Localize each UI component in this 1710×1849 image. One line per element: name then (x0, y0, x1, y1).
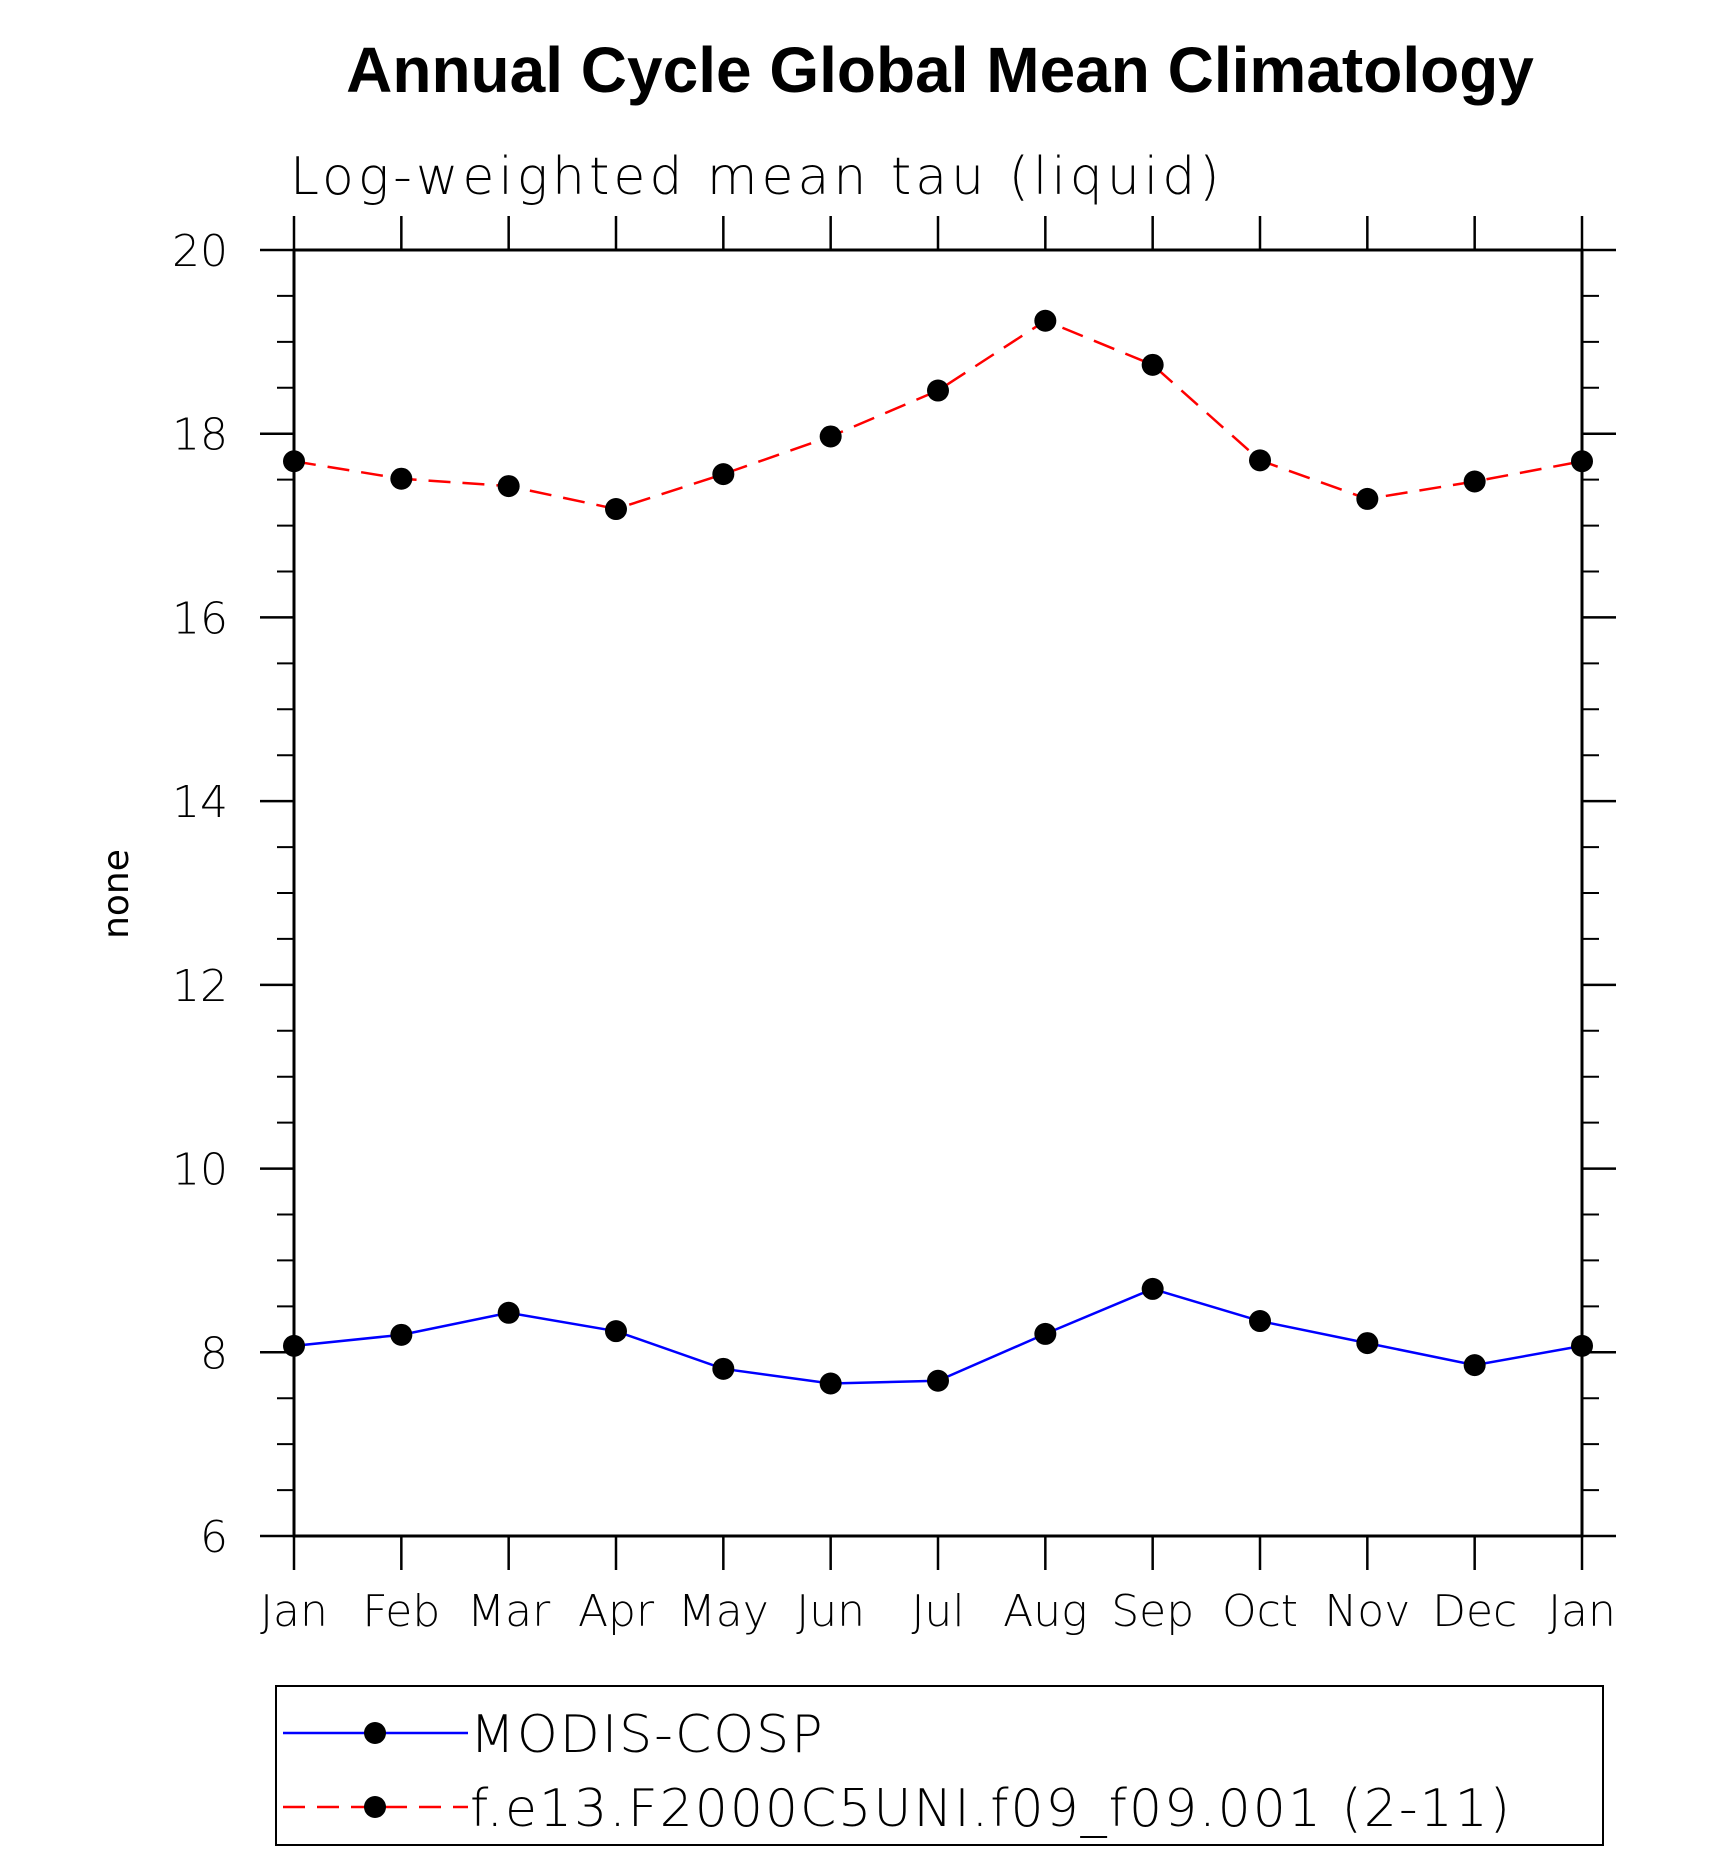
series-0-point (1463, 1354, 1486, 1377)
x-tick-label: Jan (260, 1586, 328, 1637)
chart-title: Annual Cycle Global Mean Climatology (346, 34, 1534, 106)
legend-label-modis: MODIS-COSP (470, 1705, 825, 1765)
series-0-point (605, 1320, 627, 1343)
series-1-point (1141, 353, 1164, 376)
series-1-point (1356, 487, 1379, 510)
x-tick-label: Nov (1324, 1586, 1410, 1637)
series-0-point (497, 1301, 520, 1324)
series-1-point (1463, 470, 1486, 493)
series-1-point (497, 475, 520, 498)
series-1-point (283, 450, 305, 473)
x-tick-label: Jul (911, 1586, 964, 1637)
series-0-point (1571, 1334, 1593, 1357)
x-tick-label: Jun (796, 1586, 865, 1637)
series-line-1 (293, 319, 1583, 511)
series-1-point (1249, 449, 1271, 472)
y-axis-ticks: 6 8 10 12 14 16 18 20 (172, 226, 1616, 1563)
x-tick-label: Apr (578, 1586, 655, 1637)
series-line-0 (293, 1287, 1583, 1385)
x-tick-label: Jan (1548, 1586, 1616, 1637)
series-1-point (819, 425, 842, 448)
series-0-point (1356, 1332, 1379, 1355)
legend-marker-modis (364, 1722, 386, 1744)
plot-frame (292, 248, 1584, 1538)
legend-label-model: f.e13.F2000C5UNI.f09_f09.001 (2-11) (470, 1779, 1512, 1839)
series-1-point (390, 467, 413, 490)
x-tick-label: Sep (1111, 1586, 1194, 1637)
series-0-point (1141, 1277, 1164, 1300)
x-tick-label: Aug (1003, 1586, 1087, 1637)
y-tick-label: 8 (200, 1328, 228, 1379)
y-tick-label: 20 (172, 226, 228, 277)
plot-border (292, 248, 1584, 1538)
series-1-point (1034, 309, 1057, 332)
y-tick-label: 14 (172, 777, 228, 828)
y-tick-label: 12 (172, 961, 228, 1012)
x-tick-label: Oct (1222, 1586, 1298, 1637)
x-tick-label: May (678, 1586, 769, 1637)
legend-marker-model (364, 1796, 386, 1818)
legend-box (275, 1685, 1604, 1846)
y-axis-label: none (96, 849, 137, 939)
y-tick-label: 6 (200, 1512, 228, 1563)
x-axis-ticks: Jan Feb Mar Apr May Jun Jul Aug Sep Oct Nov Dec Jan (260, 216, 1616, 1637)
series-1-point (712, 463, 735, 486)
chart-subtitle: Log-weighted mean tau (liquid) (290, 147, 1224, 207)
series-0-point (1249, 1310, 1271, 1333)
series-0-point (1034, 1322, 1057, 1345)
x-tick-label: Dec (1432, 1586, 1517, 1637)
series-0-point (712, 1357, 735, 1380)
series-1-point (927, 379, 949, 402)
y-tick-label: 16 (172, 593, 228, 644)
legend: MODIS-COSP f.e13.F2000C5UNI.f09_f09.001 … (275, 1685, 1604, 1846)
series-1-point (605, 498, 627, 521)
series-0-point (390, 1323, 413, 1346)
x-tick-label: Feb (362, 1586, 440, 1637)
series-layer (283, 309, 1593, 1395)
series-0-point (819, 1372, 842, 1395)
x-tick-label: Mar (467, 1586, 551, 1637)
series-0-point (283, 1334, 305, 1357)
series-0-point (927, 1369, 949, 1392)
y-tick-label: 18 (172, 410, 228, 461)
y-tick-label: 10 (172, 1145, 228, 1196)
series-1-point (1571, 450, 1593, 473)
